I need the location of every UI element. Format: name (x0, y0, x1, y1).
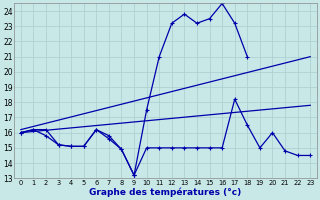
X-axis label: Graphe des températures (°c): Graphe des températures (°c) (89, 187, 242, 197)
